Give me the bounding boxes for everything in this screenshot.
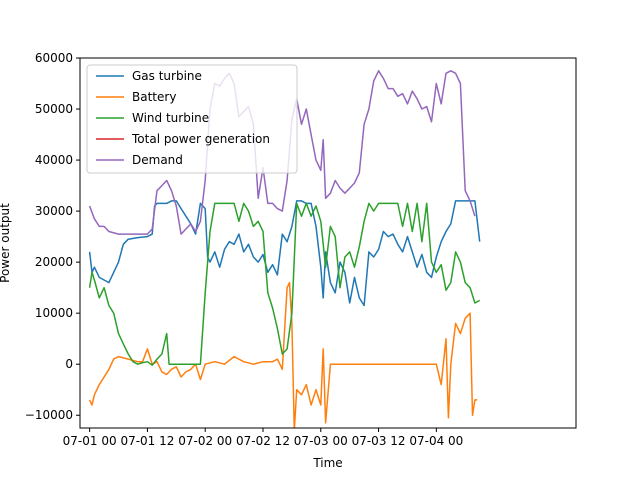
x-tick-label: 07-03 12 [352,434,406,448]
y-tick-label: 0 [65,357,73,371]
axes-frame [79,57,577,429]
legend-label: Demand [132,153,183,167]
y-tick-label: 20000 [35,255,73,269]
series-line-2 [88,202,481,366]
x-axis-label: Time [312,456,342,470]
legend: Gas turbine Battery Wind turbine Total powe… [86,64,298,174]
legend-label: Wind turbine [132,111,209,125]
x-axis-ticks: 07-01 00 07-01 12 07-02 00 07-02 12 07-03 00… [63,428,463,448]
series-line-0 [88,200,481,307]
series-line-1 [88,281,478,428]
y-tick-label: 30000 [35,204,73,218]
y-tick-label: 50000 [35,102,73,116]
x-tick-label: 07-01 12 [120,434,174,448]
x-tick-label: 07-04 00 [409,434,463,448]
legend-label: Gas turbine [132,69,202,83]
x-tick-label: 07-02 12 [236,434,290,448]
x-tick-label: 07-02 00 [178,434,232,448]
y-tick-label: 40000 [35,153,73,167]
y-axis-label: Power output [0,203,12,283]
y-tick-label: −10000 [25,408,73,422]
y-tick-label: 60000 [35,51,73,65]
legend-label: Battery [132,90,176,104]
legend-label: Total power generation [131,132,270,146]
y-tick-label: 10000 [35,306,73,320]
x-tick-label: 07-01 00 [63,434,117,448]
x-tick-label: 07-03 00 [294,434,348,448]
legend-box [86,64,298,174]
y-axis-ticks: −10000 0 10000 20000 30000 40000 50000 60000 [25,51,80,422]
